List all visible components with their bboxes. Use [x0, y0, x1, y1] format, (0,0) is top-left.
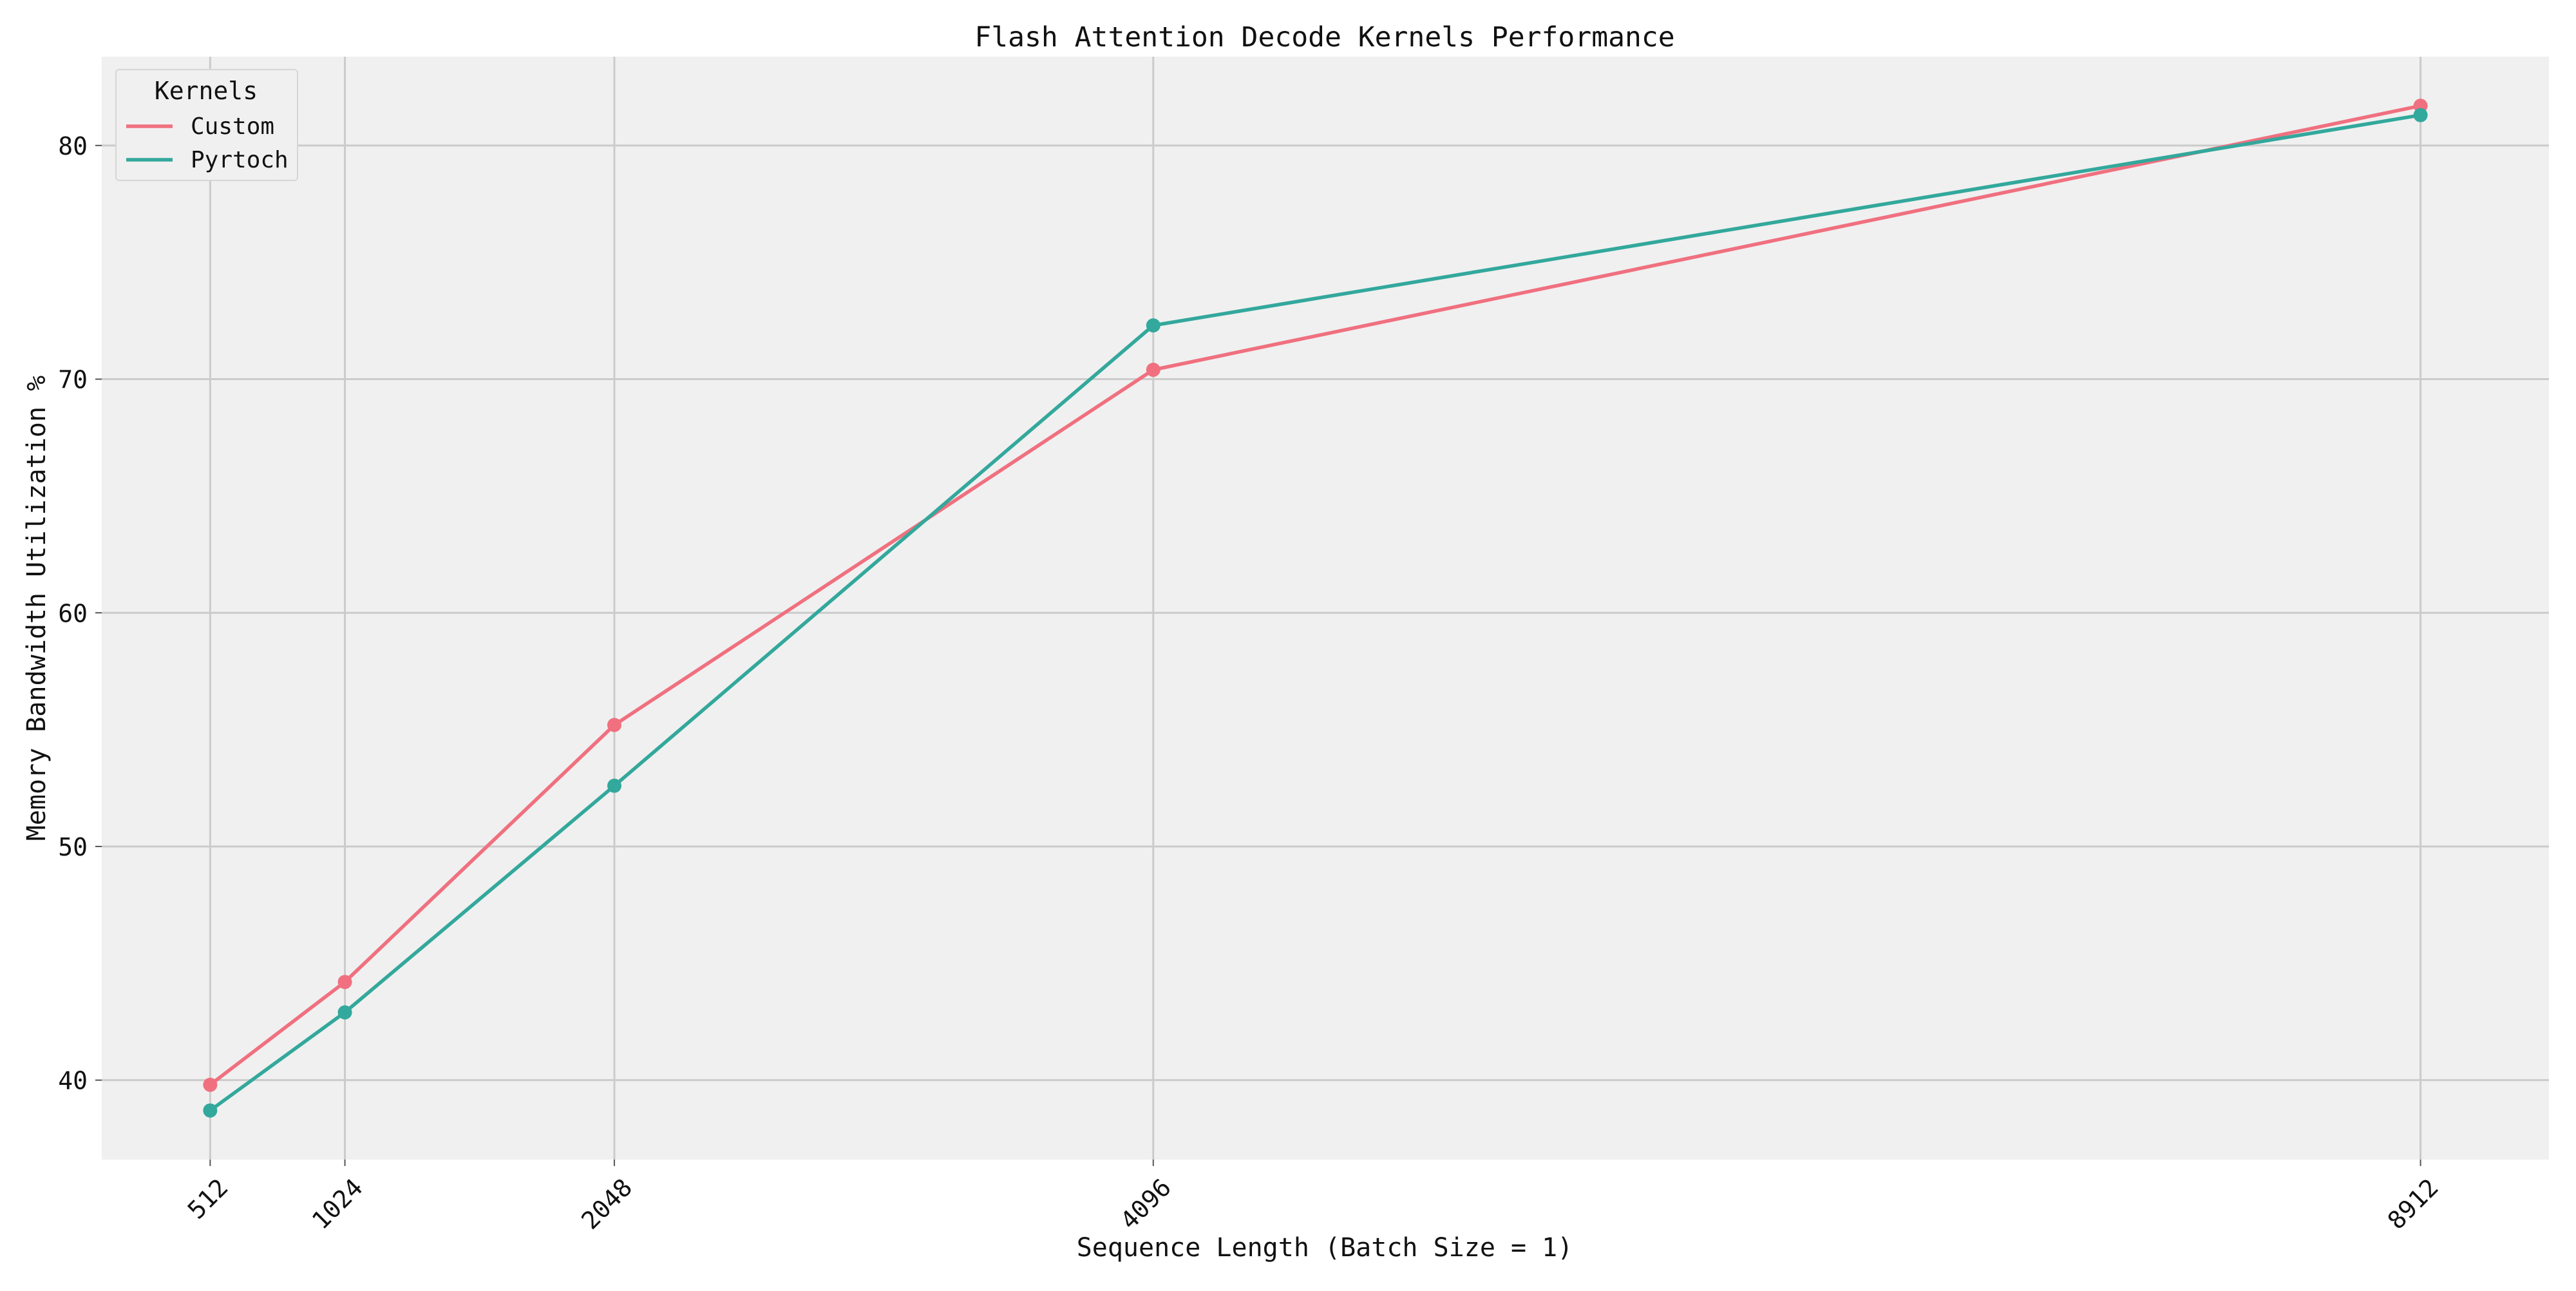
- y-tick-label: 70: [58, 366, 88, 394]
- data-point: [337, 975, 352, 990]
- legend-label: Pyrtoch: [191, 147, 289, 173]
- legend-box: [115, 69, 298, 181]
- chart-title: Flash Attention Decode Kernels Performan…: [974, 21, 1674, 53]
- legend: Kernels Custom Pyrtoch: [115, 69, 298, 181]
- data-point: [1146, 363, 1160, 378]
- data-point: [1146, 318, 1160, 333]
- x-tick-label: 8912: [2382, 1173, 2444, 1235]
- y-tick-label: 40: [58, 1067, 88, 1095]
- data-point: [203, 1077, 218, 1092]
- data-point: [2413, 108, 2428, 122]
- data-point: [203, 1103, 218, 1118]
- legend-entries: Custom Pyrtoch: [126, 113, 289, 173]
- x-tick-label: 2048: [576, 1173, 638, 1235]
- legend-title: Kernels: [155, 77, 258, 105]
- data-point: [607, 718, 621, 732]
- y-tick-label: 60: [58, 599, 88, 627]
- plot-area: [102, 57, 2549, 1160]
- y-tick-label: 80: [58, 132, 88, 160]
- series-custom: [203, 99, 2428, 1092]
- series-layer: [203, 99, 2428, 1118]
- x-tick-label: 4096: [1115, 1173, 1177, 1235]
- x-axis-label: Sequence Length (Batch Size = 1): [1077, 1233, 1573, 1263]
- data-point: [607, 778, 621, 793]
- y-axis-label: Memory Bandwidth Utilization %: [22, 376, 52, 841]
- series-pyrtoch: [203, 108, 2428, 1118]
- grid-layer: [102, 57, 2549, 1160]
- legend-label: Custom: [191, 113, 274, 140]
- x-tick-label: 1024: [307, 1173, 368, 1235]
- data-point: [337, 1005, 352, 1020]
- y-tick-label: 50: [58, 833, 88, 861]
- x-tick-label: 512: [182, 1173, 234, 1225]
